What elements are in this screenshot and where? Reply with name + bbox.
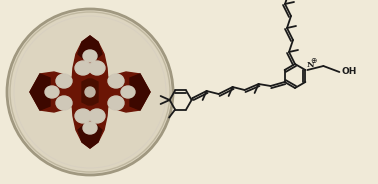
Polygon shape — [30, 74, 50, 110]
Ellipse shape — [75, 61, 91, 75]
Ellipse shape — [56, 96, 72, 110]
Polygon shape — [130, 74, 150, 110]
Ellipse shape — [89, 109, 105, 123]
Ellipse shape — [75, 109, 91, 123]
Ellipse shape — [89, 61, 105, 75]
Ellipse shape — [83, 122, 97, 134]
Polygon shape — [82, 79, 98, 105]
Ellipse shape — [85, 87, 95, 97]
Ellipse shape — [56, 74, 72, 88]
Polygon shape — [72, 36, 108, 88]
Polygon shape — [78, 123, 102, 148]
Polygon shape — [72, 96, 108, 148]
Ellipse shape — [83, 50, 97, 62]
Ellipse shape — [45, 86, 59, 98]
Ellipse shape — [108, 74, 124, 88]
Circle shape — [7, 9, 173, 175]
Ellipse shape — [108, 96, 124, 110]
Polygon shape — [92, 72, 150, 112]
Ellipse shape — [121, 86, 135, 98]
Text: ⊕: ⊕ — [310, 56, 317, 65]
Text: OH: OH — [341, 68, 357, 77]
Polygon shape — [78, 36, 102, 61]
Polygon shape — [30, 72, 88, 112]
Text: N: N — [307, 61, 314, 69]
